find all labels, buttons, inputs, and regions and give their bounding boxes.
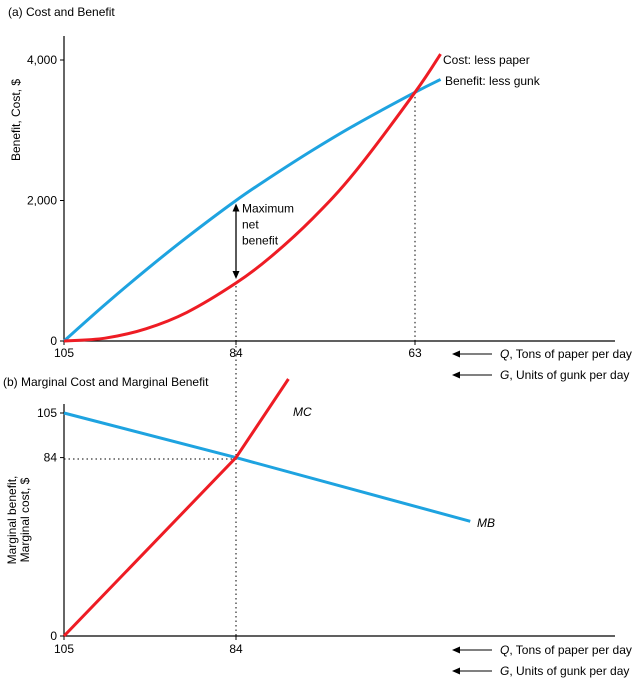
- y-tick-label: 0: [50, 334, 57, 348]
- mb-line: [63, 411, 471, 523]
- panel-a-x-label-q: Q, Tons of paper per day: [500, 347, 632, 361]
- benefit-series-label: Benefit: less gunk: [445, 74, 541, 88]
- y-tick-label: 84: [44, 451, 58, 465]
- panel-a-x-label-g: G, Units of gunk per day: [500, 368, 629, 382]
- panel-b-y-label: Marginal benefit,Marginal cost, $: [5, 476, 32, 565]
- annotation-text: Maximum: [242, 202, 294, 216]
- y-tick-label: 2,000: [27, 194, 57, 208]
- cost-series-label: Cost: less paper: [443, 53, 530, 67]
- mc-label: MC: [293, 405, 312, 419]
- arrow-left-icon: [452, 371, 492, 379]
- arrow-up-icon: [232, 203, 240, 212]
- arrow-down-icon: [232, 271, 240, 280]
- mc-line: [62, 378, 290, 638]
- y-tick-label: 105: [37, 406, 57, 420]
- arrow-left-icon: [452, 646, 492, 654]
- arrow-left-icon: [452, 350, 492, 358]
- annotation-text: net: [242, 218, 259, 232]
- x-tick-label: 105: [54, 346, 74, 360]
- benefit-curve: [63, 78, 442, 343]
- panel-a-y-label: Benefit, Cost, $: [9, 79, 23, 161]
- panel-b-x-label-g: G, Units of gunk per day: [500, 664, 629, 678]
- cost-curve: [63, 53, 442, 343]
- y-tick-label: 0: [50, 629, 57, 643]
- x-tick-label: 105: [54, 642, 74, 656]
- y-tick-label: 4,000: [27, 53, 57, 67]
- panel-a-title: (a) Cost and Benefit: [8, 5, 115, 19]
- x-tick-label: 63: [408, 346, 422, 360]
- annotation-text: benefit: [242, 234, 279, 248]
- x-tick-label: 84: [229, 346, 243, 360]
- panel-b-title: (b) Marginal Cost and Marginal Benefit: [3, 375, 209, 389]
- panel-b-x-label-q: Q, Tons of paper per day: [500, 643, 632, 657]
- mb-label: MB: [477, 516, 495, 530]
- x-tick-label: 84: [229, 642, 243, 656]
- arrow-left-icon: [452, 667, 492, 675]
